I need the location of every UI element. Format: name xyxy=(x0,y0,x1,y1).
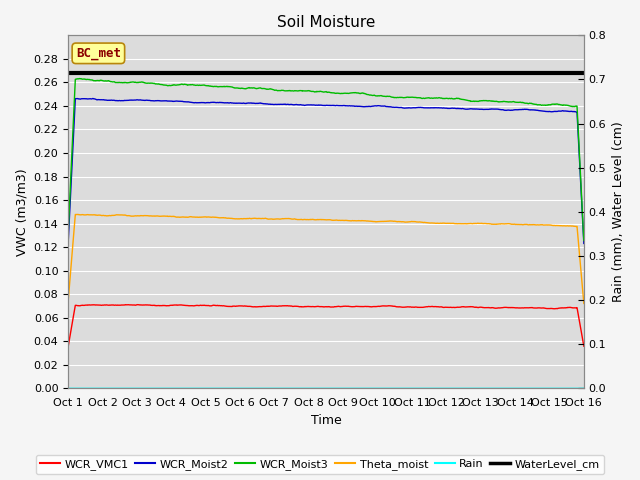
Title: Soil Moisture: Soil Moisture xyxy=(277,15,375,30)
Text: BC_met: BC_met xyxy=(76,47,121,60)
X-axis label: Time: Time xyxy=(310,414,341,427)
Y-axis label: VWC (m3/m3): VWC (m3/m3) xyxy=(15,168,28,256)
Legend: WCR_VMC1, WCR_Moist2, WCR_Moist3, Theta_moist, Rain, WaterLevel_cm: WCR_VMC1, WCR_Moist2, WCR_Moist3, Theta_… xyxy=(36,455,604,474)
Y-axis label: Rain (mm), Water Level (cm): Rain (mm), Water Level (cm) xyxy=(612,121,625,302)
